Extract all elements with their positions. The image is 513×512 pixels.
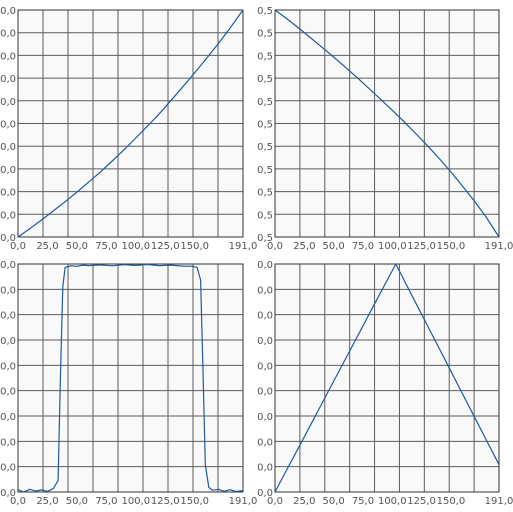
- y-tick-label: 0,0: [0, 336, 16, 347]
- x-tick-label: 150,0: [180, 241, 209, 252]
- y-tick-label: 0,0: [257, 336, 273, 347]
- y-tick-label: 0,5: [257, 233, 273, 244]
- x-tick-label: 0,0: [10, 241, 26, 252]
- y-tick-label: 0,0: [257, 285, 273, 296]
- series-line: [274, 263, 500, 493]
- x-tick-label: 0,0: [267, 241, 283, 252]
- x-tick-label: 125,0: [407, 241, 436, 252]
- x-tick-label: 191,0: [485, 496, 513, 507]
- plot-frame: [17, 9, 244, 238]
- y-tick-label: 0,5: [257, 51, 273, 62]
- y-tick-label: 0,0: [257, 311, 273, 322]
- x-tick-label: 25,0: [36, 496, 58, 507]
- y-tick-label: 0,5: [257, 165, 273, 176]
- y-tick-label: 0,0: [0, 51, 16, 62]
- y-tick-label: 0,0: [257, 437, 273, 448]
- series-line: [17, 9, 244, 238]
- y-tick-label: 0,5: [257, 120, 273, 131]
- y-tick-label: 0,0: [257, 488, 273, 499]
- x-tick-label: 191,0: [229, 496, 258, 507]
- x-tick-label: 100,0: [121, 241, 150, 252]
- x-tick-label: 25,0: [36, 241, 58, 252]
- x-tick-label: 125,0: [151, 241, 180, 252]
- chart-top-left: 0,00,00,00,00,00,00,00,00,00,00,00,0 25,0…: [0, 6, 257, 252]
- plot-frame: [274, 9, 500, 238]
- chart-top-right: 0,50,50,50,50,50,50,50,50,50,50,50,0 25,0…: [257, 6, 513, 252]
- x-tick-label: 191,0: [485, 241, 513, 252]
- y-tick-label: 0,0: [257, 361, 273, 372]
- y-tick-label: 0,0: [0, 29, 16, 40]
- y-tick-label: 0,0: [0, 463, 16, 474]
- series-line: [274, 9, 500, 238]
- y-tick-label: 0,5: [257, 97, 273, 108]
- x-tick-label: 75,0: [352, 241, 374, 252]
- x-tick-label: 50,0: [323, 496, 345, 507]
- y-tick-label: 0,0: [0, 311, 16, 322]
- y-tick-label: 0,5: [257, 142, 273, 153]
- y-tick-label: 0,0: [0, 74, 16, 85]
- y-tick-label: 0,5: [257, 74, 273, 85]
- y-tick-label: 0,0: [257, 463, 273, 474]
- x-tick-label: 75,0: [95, 241, 117, 252]
- y-tick-label: 0,0: [0, 165, 16, 176]
- y-tick-label: 0,5: [257, 188, 273, 199]
- x-tick-label: 75,0: [352, 496, 374, 507]
- x-tick-label: 100,0: [121, 496, 150, 507]
- y-tick-label: 0,0: [257, 387, 273, 398]
- y-tick-label: 0,0: [0, 412, 16, 423]
- y-tick-label: 0,0: [0, 6, 16, 17]
- x-tick-label: 0,0: [10, 496, 26, 507]
- y-tick-label: 0,0: [0, 142, 16, 153]
- y-tick-label: 0,0: [0, 120, 16, 131]
- x-tick-label: 150,0: [437, 241, 466, 252]
- y-tick-label: 0,0: [0, 437, 16, 448]
- x-tick-label: 100,0: [378, 496, 407, 507]
- y-tick-label: 0,0: [0, 210, 16, 221]
- x-tick-label: 25,0: [293, 241, 315, 252]
- y-tick-label: 0,0: [0, 488, 16, 499]
- plot-frame: [17, 263, 244, 493]
- y-tick-label: 0,0: [0, 233, 16, 244]
- y-tick-label: 0,5: [257, 210, 273, 221]
- x-tick-label: 75,0: [95, 496, 117, 507]
- plot-frame: [274, 263, 500, 493]
- x-tick-label: 25,0: [293, 496, 315, 507]
- x-tick-label: 125,0: [407, 496, 436, 507]
- series-line: [17, 263, 244, 493]
- chart-bottom-left: 0,00,00,00,00,00,00,00,00,00,00,0 25,0 50,…: [0, 260, 257, 507]
- y-tick-label: 0,0: [257, 412, 273, 423]
- y-tick-label: 0,0: [0, 260, 16, 271]
- chart-bottom-right: 0,00,00,00,00,00,00,00,00,00,00,0 25,0 50,…: [257, 260, 513, 507]
- x-tick-label: 150,0: [180, 496, 209, 507]
- x-tick-label: 100,0: [378, 241, 407, 252]
- y-tick-label: 0,0: [0, 361, 16, 372]
- x-tick-label: 191,0: [229, 241, 258, 252]
- x-tick-label: 150,0: [437, 496, 466, 507]
- plot-area: [18, 264, 243, 492]
- y-tick-label: 0,5: [257, 29, 273, 40]
- plot-area: [275, 264, 499, 492]
- x-tick-label: 50,0: [66, 496, 88, 507]
- y-tick-label: 0,0: [0, 387, 16, 398]
- y-tick-label: 0,0: [0, 285, 16, 296]
- y-tick-label: 0,5: [257, 6, 273, 17]
- x-tick-label: 50,0: [323, 241, 345, 252]
- y-tick-label: 0,0: [257, 260, 273, 271]
- y-tick-label: 0,0: [0, 97, 16, 108]
- x-tick-label: 0,0: [267, 496, 283, 507]
- x-tick-label: 50,0: [66, 241, 88, 252]
- x-tick-label: 125,0: [151, 496, 180, 507]
- y-tick-label: 0,0: [0, 188, 16, 199]
